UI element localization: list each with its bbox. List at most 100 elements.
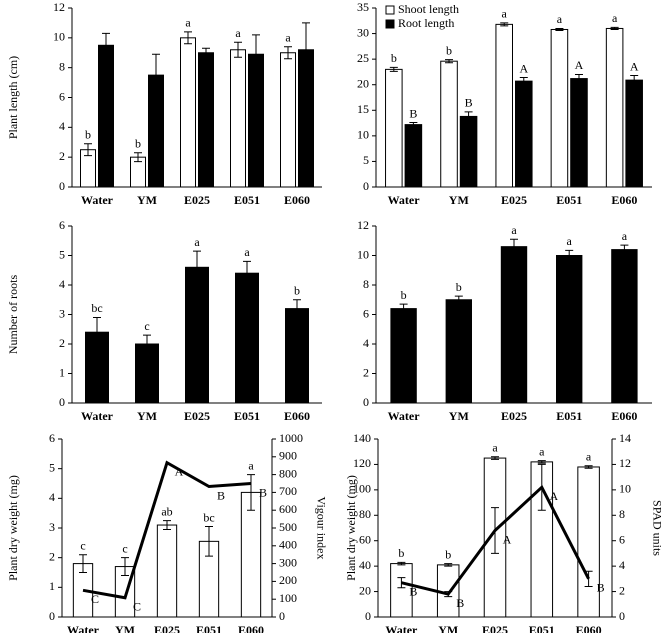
significance-letter: B (456, 596, 464, 610)
x-tick-label: E051 (196, 623, 222, 633)
y2-tick-label: 0 (619, 609, 625, 623)
bar (611, 249, 638, 404)
significance-letter: b (391, 51, 397, 65)
error-bar (134, 152, 142, 163)
bar (500, 246, 528, 404)
x-tick-label: E025 (501, 193, 527, 207)
significance-letter: B (597, 581, 605, 595)
error-bar (252, 34, 260, 75)
y-tick-label: 3 (49, 520, 55, 534)
significance-letter: bc (203, 510, 214, 524)
y-tick-label: 4 (59, 277, 65, 291)
bar (495, 23, 514, 188)
y-axis-label: Plant dry weight (mg) (6, 475, 20, 581)
error-bar (184, 31, 192, 45)
bar (556, 255, 583, 404)
legend-label: Root length (398, 16, 454, 30)
error-bar (630, 75, 639, 86)
y2-tick-label: 14 (619, 431, 631, 445)
bar (235, 272, 259, 404)
bar (625, 79, 643, 188)
significance-letter: b (85, 127, 91, 141)
error-bar (121, 557, 129, 576)
y2-tick-label: 4 (619, 558, 625, 572)
x-tick-label: Water (81, 409, 114, 423)
y-tick-label: 10 (357, 128, 369, 142)
y-tick-label: 6 (49, 431, 55, 445)
y2-tick-label: 500 (279, 520, 297, 534)
error-bar (389, 66, 398, 72)
y-tick-label: 30 (357, 25, 369, 39)
y-tick-label: 12 (357, 218, 369, 232)
error-bar (491, 456, 499, 460)
y-tick-label: 6 (59, 89, 65, 103)
significance-letter: B (409, 584, 417, 598)
x-tick-label: E060 (576, 623, 602, 633)
significance-letter: A (630, 59, 639, 73)
x-tick-label: E051 (556, 193, 582, 207)
error-bar (397, 561, 406, 566)
y-tick-label: 6 (363, 306, 369, 320)
bar (230, 49, 246, 188)
significance-letter: a (612, 11, 618, 25)
y-tick-label: 80 (359, 507, 371, 521)
bar (550, 28, 569, 188)
y-tick-label: 0 (49, 609, 55, 623)
y-tick-label: 0 (365, 609, 371, 623)
significance-letter: a (185, 16, 191, 30)
y2-tick-label: 700 (279, 484, 297, 498)
y-tick-label: 5 (49, 460, 55, 474)
bar (570, 78, 588, 188)
y2-tick-label: 8 (619, 507, 625, 521)
error-bar (584, 465, 593, 469)
error-bar (454, 295, 463, 304)
error-bar (445, 59, 454, 64)
y-tick-label: 2 (59, 336, 65, 350)
y-axis-label: Number of roots (6, 275, 20, 355)
significance-letter: b (456, 280, 462, 294)
y2-tick-label: 100 (279, 591, 297, 605)
bar (605, 27, 624, 188)
error-bar (610, 26, 619, 30)
error-bar (519, 77, 528, 86)
bar (440, 60, 458, 188)
y2-tick-label: 800 (279, 466, 297, 480)
error-bar (584, 570, 593, 587)
bar (404, 124, 423, 188)
bar (459, 115, 478, 188)
error-bar (510, 238, 518, 255)
y-tick-label: 15 (357, 102, 369, 116)
significance-letter: A (575, 58, 584, 72)
y-tick-label: 2 (49, 549, 55, 563)
significance-letter: a (194, 235, 200, 249)
y-tick-label: 60 (359, 532, 371, 546)
line (82, 460, 252, 600)
significance-letter: c (122, 541, 127, 555)
y-tick-label: 0 (363, 179, 369, 193)
significance-letter: b (401, 288, 407, 302)
significance-letter: b (294, 284, 300, 298)
y2-tick-label: 12 (619, 456, 631, 470)
x-tick-label: Water (81, 193, 114, 207)
x-tick-label: Water (385, 623, 418, 633)
error-bar (409, 122, 418, 128)
error-bar (205, 526, 213, 557)
error-bar (491, 507, 499, 554)
significance-letter: C (133, 600, 141, 614)
significance-letter: A (549, 489, 558, 503)
y-tick-label: 0 (59, 395, 65, 409)
y-tick-label: 120 (353, 456, 371, 470)
x-tick-label: YM (115, 623, 135, 633)
y2-tick-label: 6 (619, 532, 625, 546)
y-tick-label: 3 (59, 306, 65, 320)
x-tick-label: Water (388, 409, 421, 423)
error-bar (555, 27, 564, 32)
y-tick-label: 20 (359, 583, 371, 597)
error-bar (143, 334, 151, 354)
error-bar (444, 591, 453, 598)
legend-swatch (385, 19, 395, 29)
error-bar (500, 22, 509, 27)
x-tick-label: E060 (284, 409, 310, 423)
error-bar (163, 520, 171, 530)
